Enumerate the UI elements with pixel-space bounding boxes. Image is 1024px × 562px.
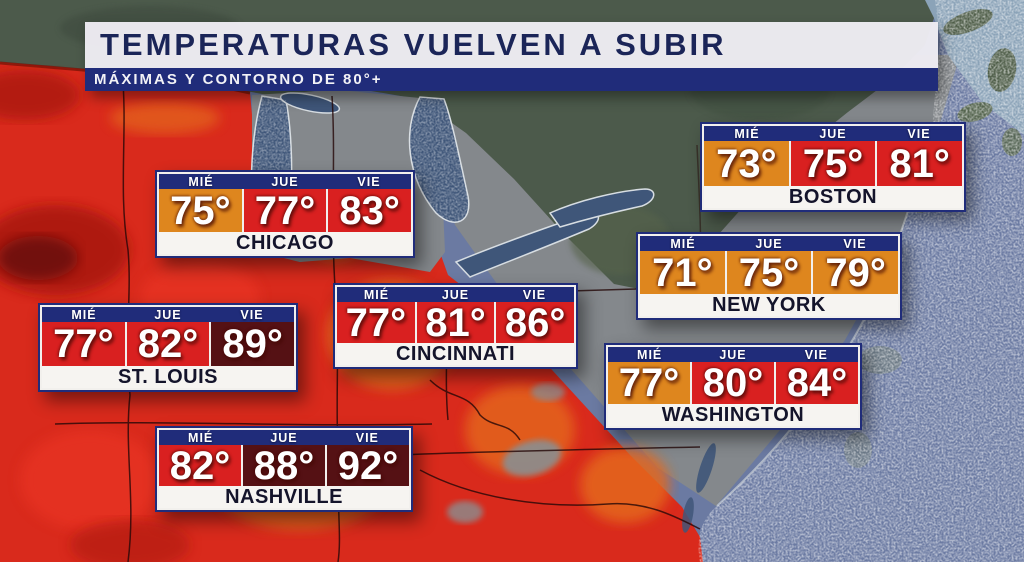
- temperature-value: 86°: [496, 302, 574, 343]
- forecast-box-nashville: MIÉ JUE VIE 82° 88° 92° NASHVILLE: [155, 426, 413, 512]
- day-label: VIE: [804, 347, 828, 362]
- day-label: VIE: [355, 430, 379, 445]
- day-label: VIE: [907, 126, 931, 141]
- forecast-box-washington: MIÉ JUE VIE 77° 80° 84° WASHINGTON: [604, 343, 862, 430]
- headline-title-bar: TEMPERATURAS VUELVEN A SUBIR: [85, 22, 938, 68]
- temperature-value: 77°: [243, 189, 327, 232]
- temperature-value: 71°: [640, 251, 725, 294]
- day-label: VIE: [357, 174, 381, 189]
- day-label: JUE: [271, 174, 299, 189]
- day-label: JUE: [755, 236, 783, 251]
- day-label: MIÉ: [637, 347, 663, 362]
- lake-erie: [454, 212, 600, 278]
- temperature-value: 82°: [126, 322, 210, 366]
- temperature-row: 75° 77° 83°: [159, 189, 411, 232]
- day-label: VIE: [522, 287, 547, 302]
- day-label: JUE: [270, 430, 298, 445]
- temperature-row: 82° 88° 92°: [159, 445, 409, 486]
- temperature-value: 77°: [337, 302, 415, 343]
- temperature-value: 77°: [42, 322, 125, 366]
- temperature-row: 71° 75° 79°: [640, 251, 898, 294]
- temperature-value: 84°: [776, 362, 858, 404]
- day-label: VIE: [240, 307, 264, 322]
- day-label: MIÉ: [363, 287, 390, 302]
- temperature-value: 80°: [692, 362, 774, 404]
- day-header-row: MIÉ JUE VIE: [704, 126, 962, 141]
- day-header-row: MIÉ JUE VIE: [159, 430, 409, 445]
- temperature-value: 75°: [790, 141, 876, 186]
- forecast-box-newyork: MIÉ JUE VIE 71° 75° 79° NEW YORK: [636, 232, 902, 320]
- day-label: JUE: [154, 307, 182, 322]
- headline-subtitle: MÁXIMAS Y CONTORNO DE 80°+: [94, 71, 383, 88]
- forecast-box-chicago: MIÉ JUE VIE 75° 77° 83° CHICAGO: [155, 170, 415, 258]
- day-header-row: MIÉ JUE VIE: [608, 347, 858, 362]
- city-name: CINCINNATI: [337, 343, 574, 365]
- day-label: MIÉ: [188, 430, 214, 445]
- city-name: CHICAGO: [159, 232, 411, 254]
- city-name: ST. LOUIS: [42, 366, 294, 388]
- city-name: NASHVILLE: [159, 486, 409, 508]
- temperature-value: 81°: [416, 302, 495, 343]
- temperature-row: 77° 82° 89°: [42, 322, 294, 366]
- temperature-value: 81°: [877, 141, 962, 186]
- headline-title: TEMPERATURAS VUELVEN A SUBIR: [100, 27, 727, 62]
- city-name: BOSTON: [704, 186, 962, 208]
- temperature-row: 77° 81° 86°: [337, 302, 574, 343]
- forecast-box-stlouis: MIÉ JUE VIE 77° 82° 89° ST. LOUIS: [38, 303, 298, 392]
- headline-banner: TEMPERATURAS VUELVEN A SUBIR MÁXIMAS Y C…: [85, 22, 938, 91]
- temperature-value: 89°: [211, 322, 294, 366]
- day-label: MIÉ: [670, 236, 696, 251]
- day-label: MIÉ: [71, 307, 97, 322]
- day-label: JUE: [819, 126, 847, 141]
- temperature-row: 77° 80° 84°: [608, 362, 858, 404]
- temperature-value: 92°: [327, 445, 409, 486]
- temperature-value: 75°: [159, 189, 242, 232]
- day-label: JUE: [441, 287, 470, 302]
- temperature-value: 82°: [159, 445, 241, 486]
- day-label: JUE: [719, 347, 747, 362]
- temperature-value: 75°: [726, 251, 812, 294]
- temperature-value: 79°: [813, 251, 898, 294]
- temperature-row: 73° 75° 81°: [704, 141, 962, 186]
- city-name: WASHINGTON: [608, 404, 858, 426]
- forecast-box-cincinnati: MIÉ JUE VIE 77° 81° 86° CINCINNATI: [333, 283, 578, 369]
- day-header-row: MIÉ JUE VIE: [640, 236, 898, 251]
- temperature-value: 83°: [328, 189, 411, 232]
- day-header-row: MIÉ JUE VIE: [42, 307, 294, 322]
- temperature-value: 88°: [243, 445, 325, 486]
- temperature-value: 73°: [704, 141, 789, 186]
- headline-subtitle-bar: MÁXIMAS Y CONTORNO DE 80°+: [85, 68, 938, 91]
- day-header-row: MIÉ JUE VIE: [159, 174, 411, 189]
- lake-ontario: [548, 188, 655, 228]
- temperature-value: 77°: [608, 362, 690, 404]
- day-label: MIÉ: [188, 174, 214, 189]
- forecast-box-boston: MIÉ JUE VIE 73° 75° 81° BOSTON: [700, 122, 966, 212]
- day-header-row: MIÉ JUE VIE: [337, 287, 574, 302]
- city-name: NEW YORK: [640, 294, 898, 316]
- day-label: MIÉ: [734, 126, 760, 141]
- day-label: VIE: [843, 236, 867, 251]
